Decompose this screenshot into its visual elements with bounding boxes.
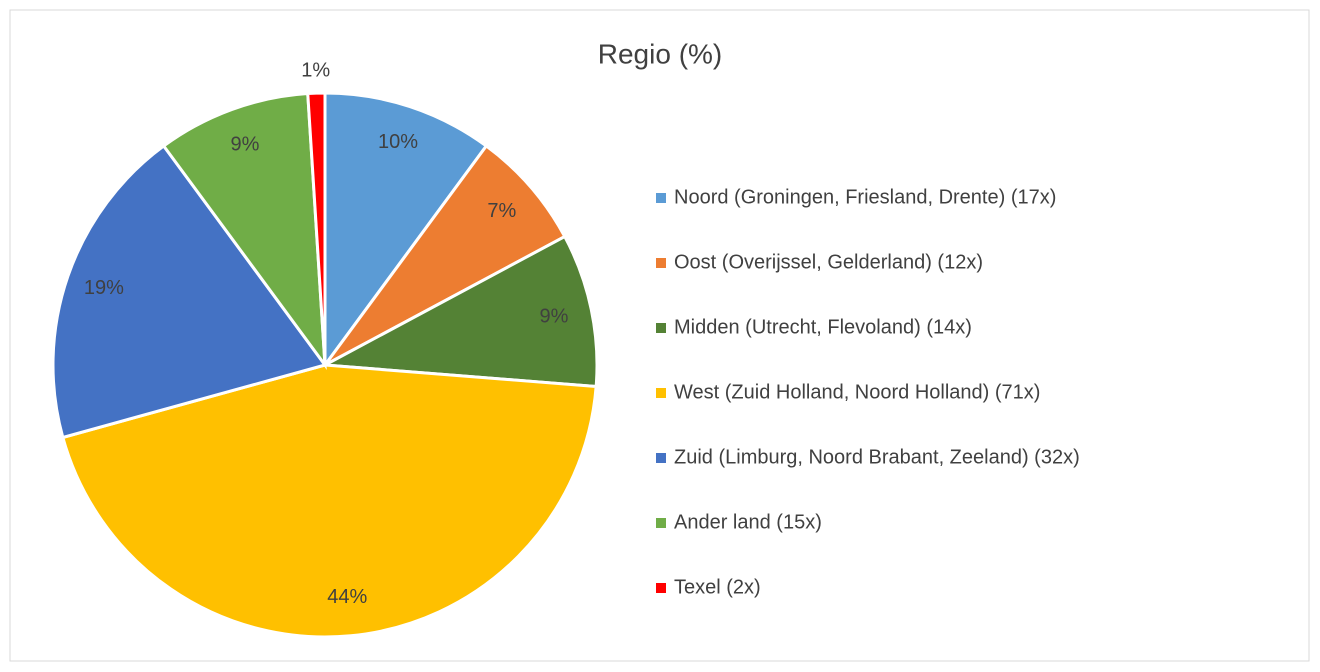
chart-title: Regio (%)	[598, 38, 722, 69]
legend-label: Midden (Utrecht, Flevoland) (14x)	[674, 316, 972, 338]
pie-slice	[323, 91, 489, 370]
pie-slice	[319, 234, 599, 389]
legend-label: West (Zuid Holland, Noord Holland) (71x)	[674, 381, 1040, 403]
legend-swatch	[656, 323, 666, 333]
legend-label: Texel (2x)	[674, 576, 761, 598]
pie-slice	[306, 91, 327, 366]
data-label: 9%	[540, 305, 569, 327]
pie-slice	[161, 91, 327, 371]
legend-swatch	[656, 258, 666, 268]
legend-label: Ander land (15x)	[674, 511, 822, 533]
legend-swatch	[656, 453, 666, 463]
pie-slice	[323, 143, 567, 367]
legend-swatch	[656, 388, 666, 398]
legend-swatch	[656, 193, 666, 203]
data-label: 9%	[231, 133, 260, 155]
legend-label: Noord (Groningen, Friesland, Drente) (17…	[674, 186, 1056, 208]
legend-label: Oost (Overijssel, Gelderland) (12x)	[674, 251, 983, 273]
pie-slice	[51, 143, 328, 440]
data-label: 19%	[84, 277, 124, 299]
pie-slice	[60, 363, 598, 639]
legend-label: Zuid (Limburg, Noord Brabant, Zeeland) (…	[674, 446, 1080, 468]
legend-swatch	[656, 518, 666, 528]
data-label: 7%	[487, 200, 516, 222]
data-label: 10%	[378, 131, 418, 153]
legend-swatch	[656, 583, 666, 593]
data-label: 1%	[301, 60, 330, 82]
data-label: 44%	[327, 586, 367, 608]
